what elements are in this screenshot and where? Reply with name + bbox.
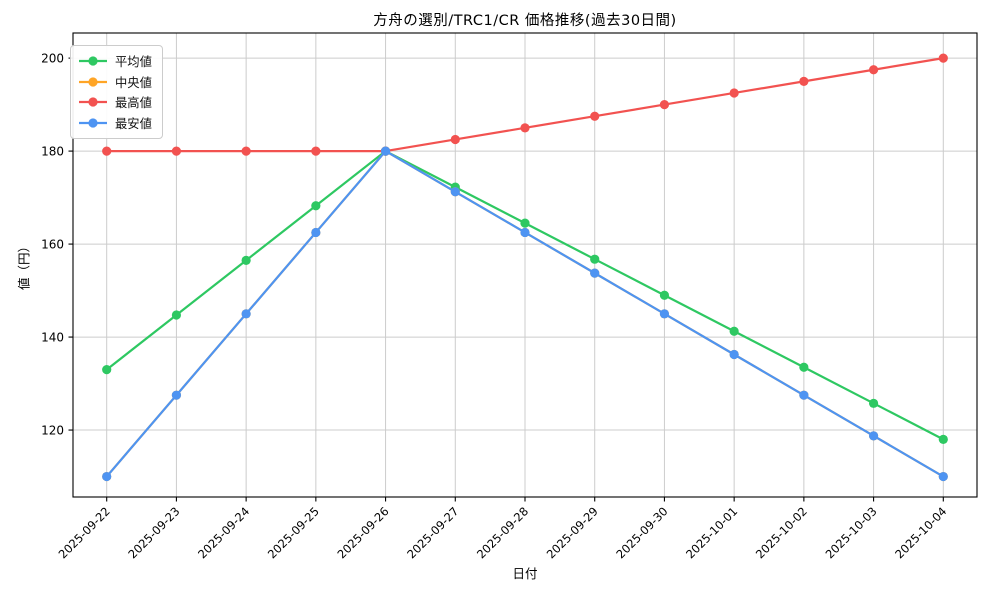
legend-item-max: 最高値 — [78, 92, 152, 113]
legend-sample-max — [79, 97, 107, 107]
y-tick-label-140: 140 — [41, 330, 64, 344]
series-marker-max-2025-09-25 — [311, 146, 321, 156]
legend-sample-average — [79, 56, 107, 66]
x-tick-label-2025-09-22: 2025-09-22 — [56, 504, 113, 561]
series-marker-max-2025-09-24 — [241, 146, 251, 156]
series-marker-min-2025-09-25 — [311, 227, 321, 238]
x-tick-label-2025-10-02: 2025-10-02 — [753, 504, 810, 561]
series-marker-max-2025-09-27 — [450, 134, 460, 145]
legend: 平均値中央値最高値最安値 — [70, 45, 163, 139]
series-marker-average-2025-09-29 — [590, 254, 600, 264]
series-marker-min-2025-09-28 — [520, 227, 530, 238]
x-tick-label-2025-09-25: 2025-09-25 — [265, 504, 322, 561]
x-tick-label-2025-09-28: 2025-09-28 — [474, 504, 531, 561]
series-marker-max-2025-10-03 — [868, 65, 879, 75]
x-axis-label: 日付 — [512, 566, 538, 581]
x-tick-label-2025-10-03: 2025-10-03 — [823, 504, 880, 561]
series-marker-min-2025-09-26 — [380, 146, 391, 156]
legend-label-min: 最安値 — [115, 116, 152, 131]
series-marker-min-2025-09-29 — [590, 268, 600, 278]
series-marker-min-2025-09-27 — [450, 187, 460, 197]
series-marker-average-2025-09-30 — [659, 290, 670, 300]
x-tick-label-2025-10-01: 2025-10-01 — [683, 504, 740, 561]
legend-item-median: 中央値 — [78, 72, 152, 93]
chart-title: 方舟の選別/TRC1/CR 価格推移(過去30日間) — [373, 13, 677, 29]
y-tick-label-180: 180 — [41, 144, 64, 158]
series-marker-average-2025-09-23 — [171, 310, 182, 320]
legend-item-average: 平均値 — [78, 51, 152, 72]
y-tick-label-120: 120 — [41, 423, 64, 437]
legend-label-average: 平均値 — [115, 55, 152, 70]
legend-sample-min — [79, 118, 107, 128]
series-marker-min-2025-10-02 — [799, 390, 809, 400]
series-marker-average-2025-10-03 — [868, 398, 879, 408]
series-marker-min-2025-09-30 — [659, 309, 670, 319]
series-marker-max-2025-09-29 — [590, 111, 600, 121]
x-tick-label-2025-09-24: 2025-09-24 — [195, 504, 252, 561]
series-marker-average-2025-09-24 — [241, 255, 251, 265]
y-tick-label-160: 160 — [41, 237, 64, 251]
series-marker-max-2025-10-04 — [938, 53, 948, 63]
x-tick-label-2025-09-27: 2025-09-27 — [404, 504, 461, 561]
series-marker-max-2025-09-30 — [659, 99, 670, 110]
legend-sample-median — [79, 77, 107, 87]
series-marker-max-2025-09-23 — [171, 146, 182, 156]
series-marker-average-2025-10-01 — [729, 326, 739, 336]
series-marker-min-2025-10-03 — [868, 431, 879, 441]
series-marker-average-2025-10-04 — [938, 434, 948, 444]
series-marker-average-2025-10-02 — [799, 362, 809, 372]
x-tick-label-2025-09-26: 2025-09-26 — [335, 504, 392, 561]
series-marker-max-2025-09-22 — [102, 146, 112, 156]
legend-label-max: 最高値 — [115, 96, 152, 111]
series-marker-min-2025-10-04 — [938, 471, 948, 482]
series-marker-max-2025-09-28 — [520, 123, 530, 133]
x-tick-label-2025-09-29: 2025-09-29 — [544, 504, 601, 561]
series-marker-min-2025-09-24 — [241, 309, 251, 319]
x-tick-label-2025-10-04: 2025-10-04 — [892, 504, 949, 561]
legend-label-median: 中央値 — [115, 75, 152, 90]
series-marker-max-2025-10-02 — [799, 76, 809, 86]
legend-item-min: 最安値 — [78, 113, 152, 134]
series-marker-min-2025-10-01 — [729, 349, 739, 360]
series-marker-max-2025-10-01 — [729, 88, 739, 98]
x-tick-label-2025-09-30: 2025-09-30 — [613, 504, 670, 561]
series-marker-average-2025-09-22 — [102, 365, 112, 375]
series-marker-average-2025-09-28 — [520, 218, 530, 228]
series-marker-min-2025-09-22 — [102, 471, 112, 482]
series-marker-min-2025-09-23 — [171, 390, 182, 400]
x-tick-label-2025-09-23: 2025-09-23 — [125, 504, 182, 561]
y-tick-label-200: 200 — [41, 51, 64, 65]
series-marker-average-2025-09-25 — [311, 201, 321, 211]
